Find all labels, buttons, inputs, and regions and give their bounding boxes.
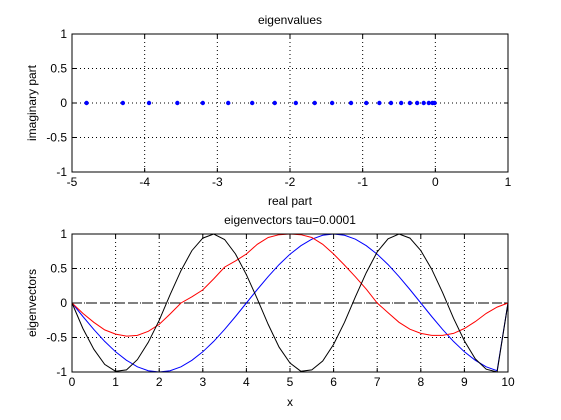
eigenvalue-point bbox=[388, 100, 394, 106]
eigenvalue-point bbox=[407, 100, 413, 106]
eigenvalue-point bbox=[272, 100, 277, 106]
eigenvalues-panel: eigenvalues real part imaginary part -5-… bbox=[25, 13, 512, 208]
eigenvalues-ylabel: imaginary part bbox=[25, 64, 39, 141]
eigenvalues-ytick-label: -0.5 bbox=[46, 131, 67, 145]
eigenvalues-ytick-label: 0.5 bbox=[50, 62, 67, 76]
eigenvalues-xtick-label: -3 bbox=[212, 175, 223, 189]
eigenvectors-xtick-label: 6 bbox=[330, 375, 337, 389]
eigenvectors-ytick-label: 1 bbox=[60, 227, 67, 241]
eigenvalues-ytick-label: 0 bbox=[60, 96, 67, 110]
eigenvectors-xtick-label: 3 bbox=[199, 375, 206, 389]
eigenvectors-ytick-label: 0 bbox=[60, 296, 67, 310]
eigenvalues-xtick-label: -5 bbox=[67, 175, 78, 189]
eigenvalues-xtick-label: -4 bbox=[139, 175, 150, 189]
eigenvalue-point bbox=[421, 100, 426, 106]
eigenvalues-xtick-label: -2 bbox=[285, 175, 296, 189]
eigenvalue-point bbox=[398, 100, 404, 106]
eigenvalues-xtick-label: 0 bbox=[432, 175, 439, 189]
eigenvalue-point bbox=[146, 100, 152, 106]
eigenvalues-ytick-label: -1 bbox=[56, 165, 67, 179]
eigenvalue-point bbox=[329, 100, 335, 106]
eigenvalue-point bbox=[426, 100, 431, 106]
eigenvectors-xtick-label: 8 bbox=[417, 375, 424, 389]
eigenvectors-xtick-label: 1 bbox=[112, 375, 119, 389]
eigenvalues-xlabel: real part bbox=[268, 194, 313, 208]
eigenvalue-point bbox=[226, 100, 231, 106]
eigenvalues-xtick-label: 1 bbox=[505, 175, 512, 189]
eigenvectors-xtick-label: 2 bbox=[156, 375, 163, 389]
eigenvalue-point bbox=[250, 100, 255, 106]
eigenvectors-ylabel: eigenvectors bbox=[25, 269, 39, 337]
eigenvalue-point bbox=[120, 100, 126, 106]
eigenvectors-title: eigenvectors tau=0.0001 bbox=[224, 213, 356, 227]
eigenvectors-xtick-label: 5 bbox=[287, 375, 294, 389]
eigenvalue-point bbox=[414, 100, 420, 106]
eigenvectors-panel: eigenvectors tau=0.0001 x eigenvectors 0… bbox=[25, 213, 515, 409]
eigenvalue-point bbox=[348, 100, 354, 106]
eigenvalues-axes-box bbox=[71, 33, 509, 173]
eigenvalues-ytick-label: 1 bbox=[60, 27, 67, 41]
eigenvalue-point bbox=[200, 100, 205, 106]
eigenvalues-title: eigenvalues bbox=[258, 13, 322, 27]
eigenvalue-point bbox=[364, 100, 369, 106]
eigenvectors-ytick-label: 0.5 bbox=[50, 262, 67, 276]
eigenvalue-point bbox=[293, 100, 299, 106]
eigenvectors-xtick-label: 7 bbox=[374, 375, 381, 389]
eigenvectors-xtick-label: 0 bbox=[69, 375, 76, 389]
eigenvalue-point bbox=[312, 100, 317, 106]
eigenvectors-xtick-label: 10 bbox=[501, 375, 515, 389]
eigenvectors-xtick-label: 4 bbox=[243, 375, 250, 389]
eigenvectors-ytick-label: -0.5 bbox=[46, 331, 67, 345]
eigenvectors-xlabel: x bbox=[287, 395, 293, 409]
eigenvectors-axes-box bbox=[71, 233, 509, 373]
eigenvalue-point bbox=[175, 100, 180, 106]
eigenvector-line-4 bbox=[71, 233, 509, 373]
eigenvalues-points bbox=[84, 100, 437, 106]
eigenvectors-ytick-label: -1 bbox=[56, 365, 67, 379]
eigenvectors-xtick-label: 9 bbox=[461, 375, 468, 389]
eigenvalues-xtick-label: -1 bbox=[357, 175, 368, 189]
eigenvector-line-2 bbox=[71, 233, 509, 373]
eigenvalue-point bbox=[377, 100, 382, 106]
eigenvalue-point bbox=[432, 100, 437, 106]
eigenvalue-point bbox=[84, 100, 89, 106]
